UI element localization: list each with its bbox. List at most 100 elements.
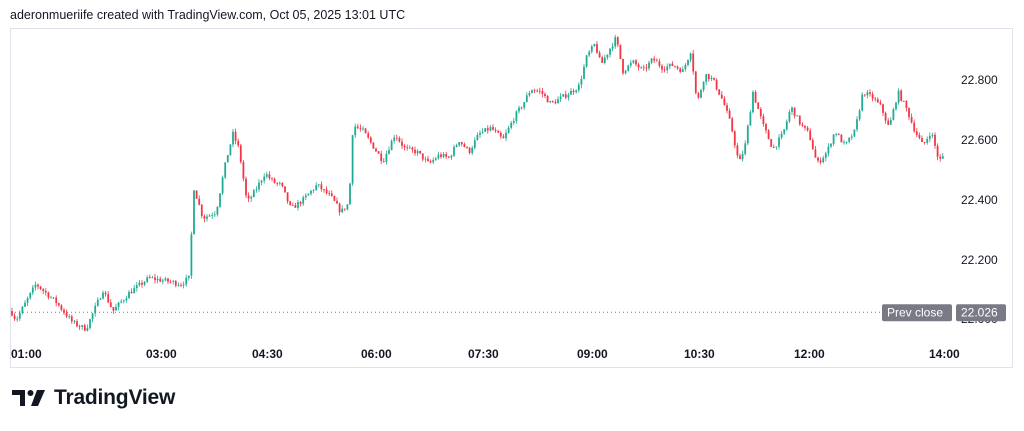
candle-body — [57, 303, 60, 306]
candle-body — [905, 101, 908, 109]
candle-84 — [229, 144, 232, 156]
candle-207 — [549, 100, 552, 104]
candle-122 — [328, 190, 331, 197]
candle-body — [918, 135, 921, 139]
candle-body — [694, 71, 697, 93]
candle-body — [471, 147, 474, 153]
candle-17 — [55, 295, 58, 307]
candle-body — [897, 90, 900, 103]
candle-315 — [830, 142, 832, 149]
candle-352 — [926, 136, 929, 145]
candle-176 — [468, 147, 471, 155]
candle-158 — [421, 153, 424, 162]
candle-body — [775, 146, 778, 148]
candle-body — [655, 60, 658, 62]
candle-body — [752, 91, 754, 113]
candle-108 — [291, 202, 294, 206]
candle-199 — [528, 90, 531, 97]
candle-body — [338, 203, 341, 213]
candle-body — [481, 131, 484, 133]
candle-body — [354, 126, 357, 136]
candle-body — [372, 142, 375, 149]
candle-body — [720, 94, 723, 99]
candle-333 — [876, 97, 879, 103]
candle-38 — [109, 299, 112, 308]
candle-body — [13, 315, 16, 320]
candle-350 — [921, 135, 923, 143]
candle-body — [733, 131, 736, 146]
candle-body — [611, 46, 614, 49]
candle-146 — [390, 139, 393, 151]
candle-28 — [83, 323, 86, 332]
candle-body — [24, 302, 26, 307]
candles-group — [11, 34, 944, 332]
candle-168 — [447, 156, 450, 159]
candle-67 — [185, 274, 188, 287]
tradingview-logo[interactable]: TradingView — [12, 386, 175, 410]
candle-body — [375, 148, 377, 152]
candle-body — [297, 202, 299, 208]
candle-304 — [801, 122, 804, 128]
candle-343 — [902, 100, 905, 102]
candle-131 — [351, 134, 354, 186]
candle-body — [624, 70, 627, 74]
candle-87 — [237, 138, 240, 148]
candle-189 — [502, 134, 505, 139]
candle-body — [117, 302, 120, 307]
candle-body — [562, 94, 565, 97]
candle-body — [164, 278, 167, 281]
y-tick-label: 22.600 — [961, 133, 998, 147]
candle-body — [889, 119, 892, 125]
candle-175 — [466, 146, 468, 149]
candle-body — [224, 162, 227, 178]
candle-body — [585, 55, 588, 67]
candle-body — [50, 297, 52, 299]
candle-11 — [39, 285, 42, 291]
candle-178 — [473, 137, 476, 150]
candle-102 — [276, 182, 279, 187]
candle-body — [312, 189, 315, 191]
candle-body — [697, 92, 700, 98]
candle-body — [892, 109, 895, 120]
candle-body — [853, 129, 856, 137]
candle-body — [333, 195, 336, 201]
candle-body — [931, 134, 934, 136]
candle-body — [294, 205, 297, 208]
candle-body — [169, 281, 172, 283]
candle-body — [637, 64, 640, 68]
candle-244 — [645, 64, 648, 72]
candle-body — [707, 74, 710, 80]
tradingview-logo-text: TradingView — [54, 386, 176, 409]
candle-144 — [385, 150, 388, 165]
candle-225 — [596, 41, 598, 54]
candle-331 — [871, 91, 874, 102]
candle-248 — [655, 58, 658, 62]
candle-115 — [310, 190, 312, 196]
candle-182 — [484, 128, 487, 133]
candle-body — [798, 115, 801, 125]
candle-body — [109, 302, 112, 308]
candle-22 — [68, 314, 71, 319]
candle-139 — [372, 142, 375, 149]
candle-41 — [117, 301, 120, 311]
candle-body — [356, 126, 359, 128]
candle-242 — [640, 66, 643, 69]
candle-185 — [492, 124, 494, 131]
candle-160 — [427, 155, 429, 162]
candle-body — [835, 134, 838, 135]
candle-247 — [653, 55, 656, 64]
candle-body — [281, 182, 284, 187]
candle-body — [840, 134, 843, 143]
candle-body — [55, 297, 58, 304]
candle-body — [635, 60, 637, 65]
candle-65 — [180, 282, 182, 287]
candle-330 — [869, 89, 871, 97]
candle-92 — [250, 195, 253, 202]
x-tick-label: 03:00 — [146, 347, 177, 361]
candle-body — [713, 77, 715, 80]
candle-body — [70, 316, 73, 322]
candle-213 — [564, 90, 567, 100]
candle-body — [44, 290, 47, 293]
candle-76 — [208, 214, 211, 217]
